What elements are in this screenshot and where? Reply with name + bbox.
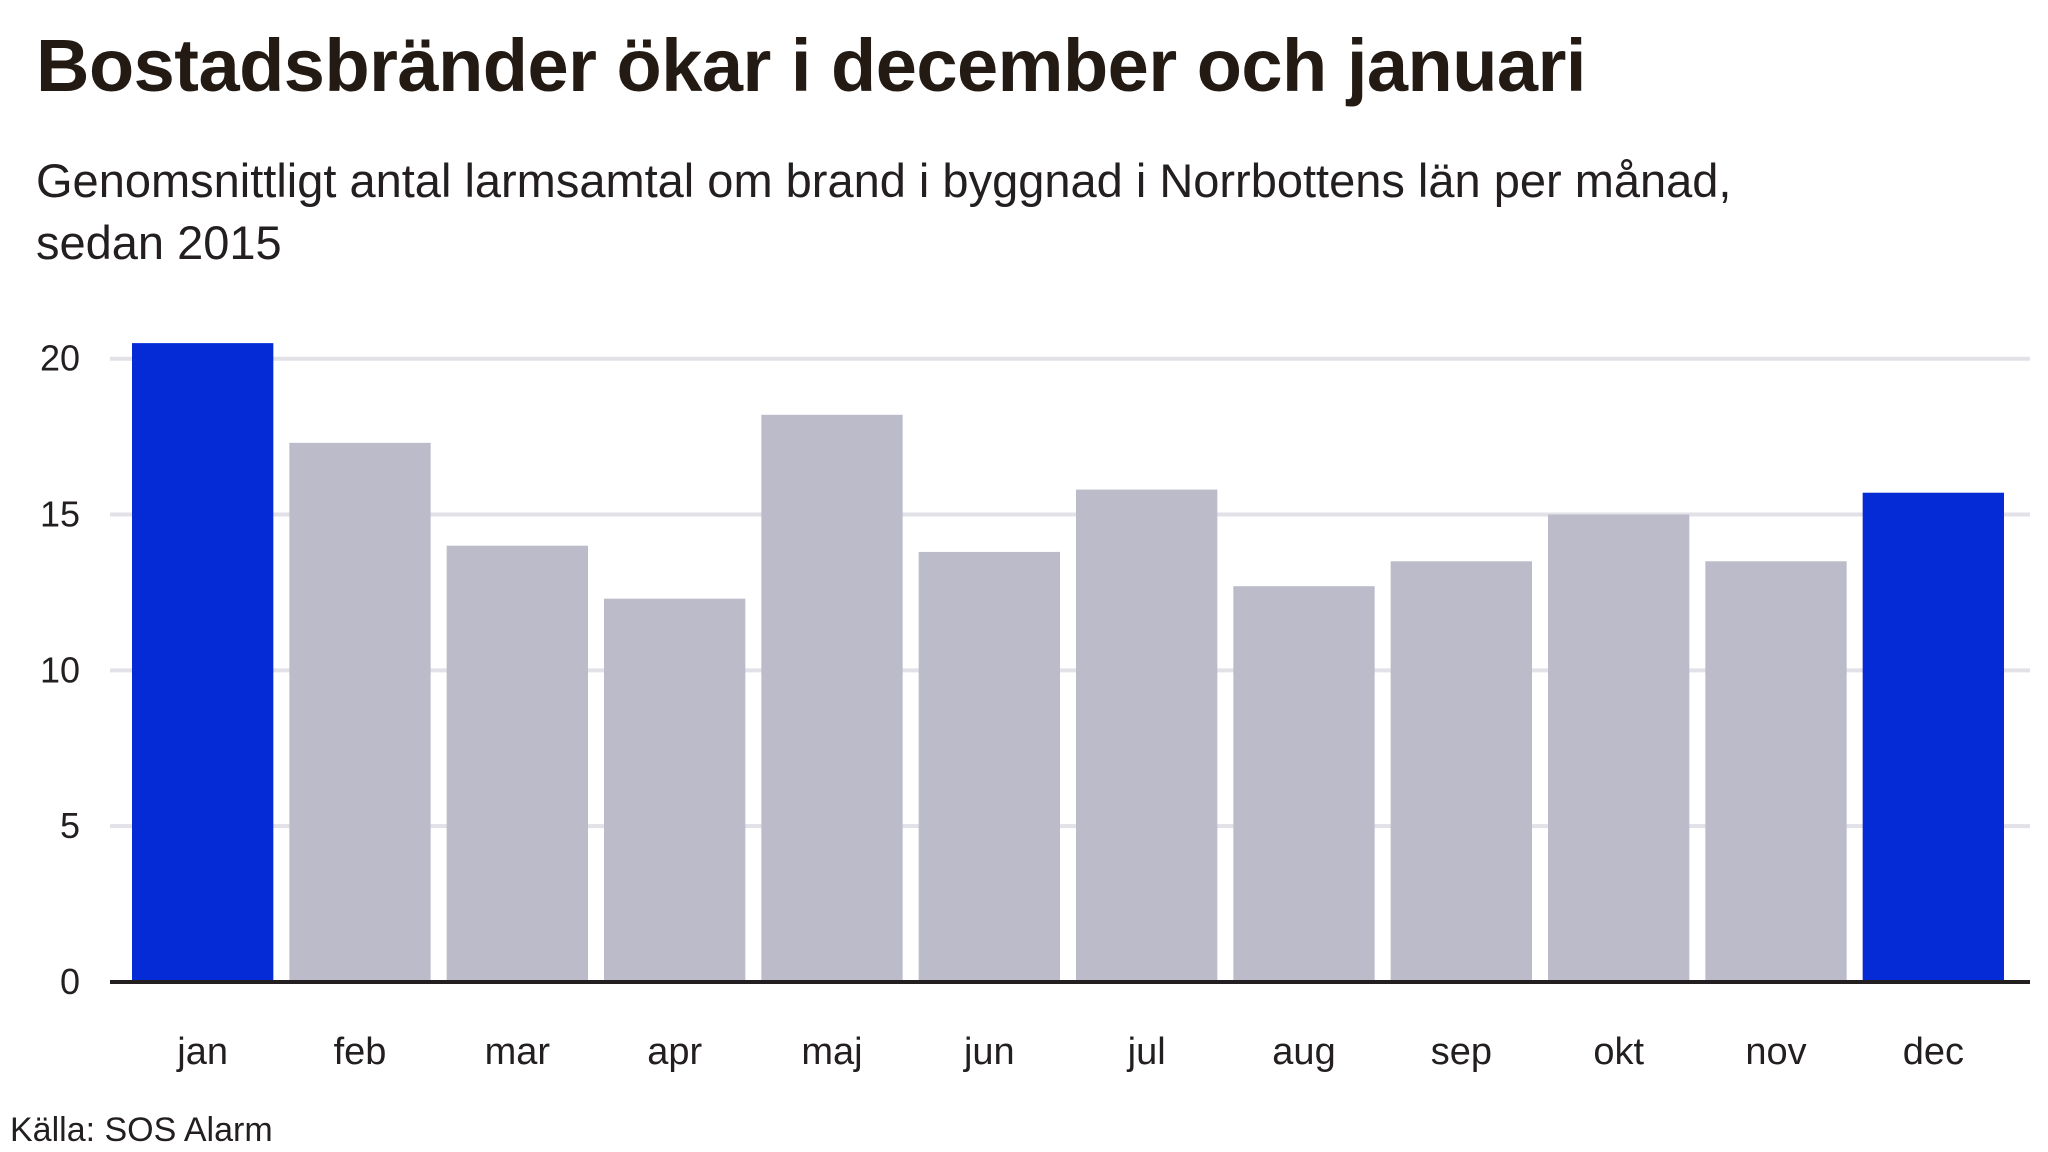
x-tick-label-apr: apr bbox=[647, 1031, 702, 1073]
y-tick-label: 5 bbox=[60, 805, 80, 846]
y-tick-label: 15 bbox=[40, 494, 80, 535]
x-axis-tick-labels: jan feb mar apr maj jun jul aug sep okt nov dec bbox=[176, 1031, 1964, 1073]
bar-feb bbox=[289, 442, 431, 982]
x-tick-label-jun: jun bbox=[963, 1031, 1015, 1073]
bars bbox=[132, 343, 2004, 982]
bar-okt bbox=[1548, 514, 1690, 982]
x-tick-label-maj: maj bbox=[801, 1031, 862, 1073]
x-tick-label-mar: mar bbox=[485, 1031, 551, 1073]
bar-aug bbox=[1233, 586, 1375, 982]
chart-title: Bostadsbränder ökar i december och janua… bbox=[36, 24, 1586, 107]
x-tick-label-dec: dec bbox=[1903, 1031, 1964, 1073]
bar-jan bbox=[132, 343, 274, 982]
x-tick-label-sep: sep bbox=[1431, 1031, 1492, 1073]
source-note: Källa: SOS Alarm bbox=[10, 1111, 273, 1149]
y-axis-tick-labels: 0 5 10 15 20 bbox=[40, 338, 80, 1002]
y-tick-label: 0 bbox=[60, 961, 80, 1002]
y-tick-label: 20 bbox=[40, 338, 80, 379]
x-tick-label-jan: jan bbox=[176, 1031, 228, 1073]
y-tick-label: 10 bbox=[40, 649, 80, 690]
x-tick-label-feb: feb bbox=[334, 1031, 387, 1073]
bar-dec bbox=[1862, 492, 2004, 982]
chart-subtitle: Genomsnittligt antal larmsamtal om brand… bbox=[36, 154, 1732, 269]
x-tick-label-aug: aug bbox=[1272, 1031, 1335, 1073]
x-tick-label-nov: nov bbox=[1745, 1031, 1806, 1073]
bar-nov bbox=[1705, 561, 1847, 982]
bar-jul bbox=[1076, 489, 1218, 982]
bar-chart: 0 5 10 15 20 jan feb mar apr maj jun jul aug sep okt n… bbox=[40, 338, 2030, 1073]
bar-apr bbox=[604, 598, 746, 982]
bar-mar bbox=[446, 545, 588, 982]
bar-jun bbox=[918, 551, 1060, 982]
x-tick-label-okt: okt bbox=[1593, 1031, 1644, 1073]
x-tick-label-jul: jul bbox=[1127, 1031, 1166, 1073]
bar-maj bbox=[761, 414, 903, 982]
bar-sep bbox=[1390, 561, 1532, 982]
